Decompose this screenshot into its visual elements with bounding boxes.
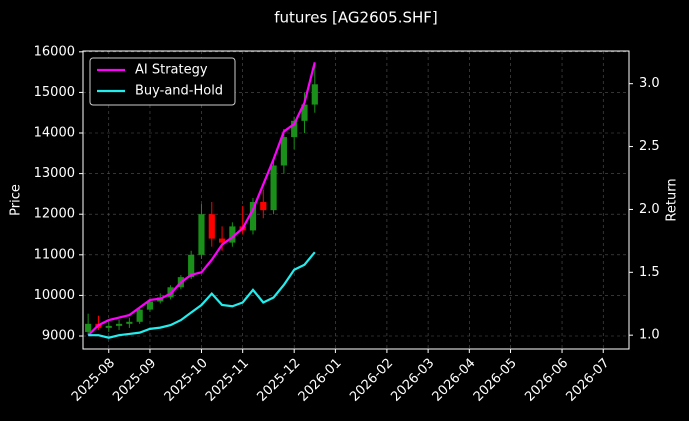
candle-body <box>85 323 92 332</box>
candle-body <box>198 214 205 255</box>
candle-body <box>218 238 226 243</box>
y2-tick-label: 2.5 <box>639 139 660 154</box>
y2-tick-label: 1.5 <box>639 265 660 280</box>
y2-tick-label: 2.0 <box>639 202 660 217</box>
candle-body <box>115 323 123 326</box>
candle-body <box>136 309 143 322</box>
candle-body <box>249 202 257 231</box>
line-series <box>87 62 316 336</box>
candle-body <box>291 120 298 138</box>
legend-label: AI Strategy <box>135 63 208 78</box>
line-series <box>88 251 316 339</box>
legend-box <box>89 57 236 106</box>
candle-body <box>105 325 112 328</box>
y-tick-label: 11000 <box>34 247 75 262</box>
y2-tick-label: 1.0 <box>639 328 660 343</box>
legend-label: Buy-and-Hold <box>135 84 223 99</box>
y-tick-label: 12000 <box>34 207 75 222</box>
y-tick-label: 16000 <box>34 44 75 59</box>
candle-body <box>188 254 195 278</box>
y-tick-label: 13000 <box>34 166 75 181</box>
y-tick-label: 9000 <box>42 329 75 344</box>
candle-body <box>229 226 236 243</box>
y-tick-label: 14000 <box>34 126 75 141</box>
y-axis-label: Price <box>9 184 24 216</box>
plot-frame <box>82 50 630 350</box>
candle-body <box>301 104 308 121</box>
candle-body <box>126 321 133 324</box>
y2-axis-label: Return <box>665 178 680 221</box>
y2-tick-label: 3.0 <box>639 76 660 91</box>
candle-body <box>280 137 287 166</box>
candle-body <box>208 214 215 239</box>
candle-body <box>311 84 318 105</box>
candle-body <box>146 301 154 310</box>
chart-title: futures [AG2605.SHF] <box>274 9 438 27</box>
candle-body <box>270 165 277 211</box>
candle-body <box>260 202 267 211</box>
y-tick-label: 15000 <box>34 85 75 100</box>
y-tick-label: 10000 <box>34 288 75 303</box>
